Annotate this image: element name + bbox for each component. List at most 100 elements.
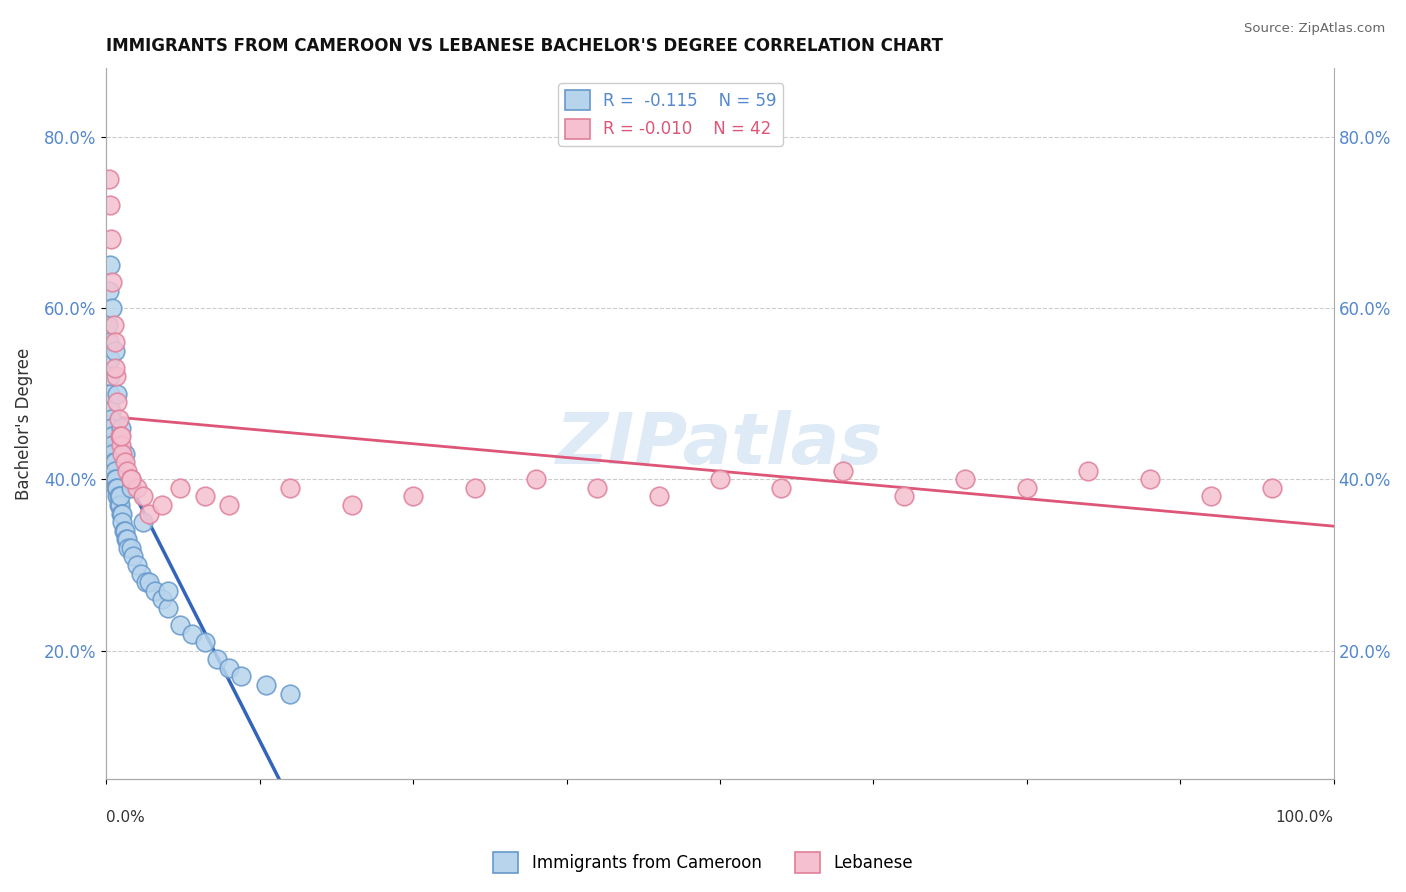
Point [101,275,124,289]
Point [586,481,609,495]
Point [402,490,425,504]
Point [112,524,135,538]
Point [115,464,138,478]
Point [231,669,253,683]
Text: IMMIGRANTS FROM CAMEROON VS LEBANESE BACHELOR'S DEGREE CORRELATION CHART: IMMIGRANTS FROM CAMEROON VS LEBANESE BAC… [107,37,943,55]
Point [108,490,131,504]
Point [100,412,122,426]
Point [125,481,148,495]
Point [111,507,134,521]
Point [115,533,138,547]
Point [955,472,977,486]
Point [101,301,124,315]
Point [524,472,547,486]
Point [770,481,793,495]
Point [709,472,731,486]
Point [97,318,120,332]
Point [156,600,179,615]
Point [105,472,128,486]
Point [138,575,160,590]
Point [105,481,128,495]
Point [1261,481,1284,495]
Point [464,481,486,495]
Point [104,335,127,350]
Point [120,472,142,486]
Point [280,481,302,495]
Point [110,421,132,435]
Point [98,258,121,272]
Point [97,284,120,298]
Point [893,490,915,504]
Point [104,360,127,375]
Point [169,618,191,632]
Point [218,661,240,675]
Point [1077,464,1099,478]
Point [101,447,124,461]
Point [101,429,124,443]
Point [105,395,128,409]
Point [280,687,302,701]
Text: 0.0%: 0.0% [107,810,145,825]
Point [181,626,204,640]
Point [1199,490,1222,504]
Point [108,429,131,443]
Point [100,403,122,417]
Point [110,429,132,443]
Point [107,412,129,426]
Text: Source: ZipAtlas.com: Source: ZipAtlas.com [1244,22,1385,36]
Point [110,507,132,521]
Point [111,447,134,461]
Legend: Immigrants from Cameroon, Lebanese: Immigrants from Cameroon, Lebanese [486,846,920,880]
Point [114,455,136,469]
Text: ZIPatlas: ZIPatlas [557,410,884,480]
Point [150,498,173,512]
Point [104,343,127,358]
Point [132,515,155,529]
Point [101,438,124,452]
Point [100,232,122,246]
Point [115,533,138,547]
Point [105,490,128,504]
Point [831,464,853,478]
Point [98,369,121,384]
Point [205,652,228,666]
Point [1139,472,1161,486]
Point [156,583,179,598]
Point [120,541,142,555]
Point [104,455,127,469]
Point [647,490,669,504]
Point [218,498,240,512]
Point [97,172,120,186]
Point [1015,481,1038,495]
Point [122,549,145,564]
Point [145,583,167,598]
Text: 100.0%: 100.0% [1275,810,1334,825]
Point [114,447,136,461]
Point [125,558,148,572]
Point [108,498,131,512]
Point [98,386,121,401]
Point [120,472,142,486]
Point [150,592,173,607]
Point [104,472,127,486]
Point [120,481,142,495]
Point [103,455,125,469]
Legend: R =  -0.115    N = 59, R = -0.010    N = 42: R = -0.115 N = 59, R = -0.010 N = 42 [558,84,783,145]
Point [107,490,129,504]
Point [100,421,122,435]
Point [107,498,129,512]
Point [103,318,125,332]
Point [98,198,121,212]
Point [114,524,136,538]
Point [98,352,121,367]
Point [254,678,277,692]
Point [169,481,191,495]
Point [132,490,155,504]
Point [104,464,127,478]
Point [97,335,120,350]
Point [105,386,128,401]
Point [129,566,152,581]
Point [105,481,128,495]
Point [105,369,128,384]
Point [103,464,125,478]
